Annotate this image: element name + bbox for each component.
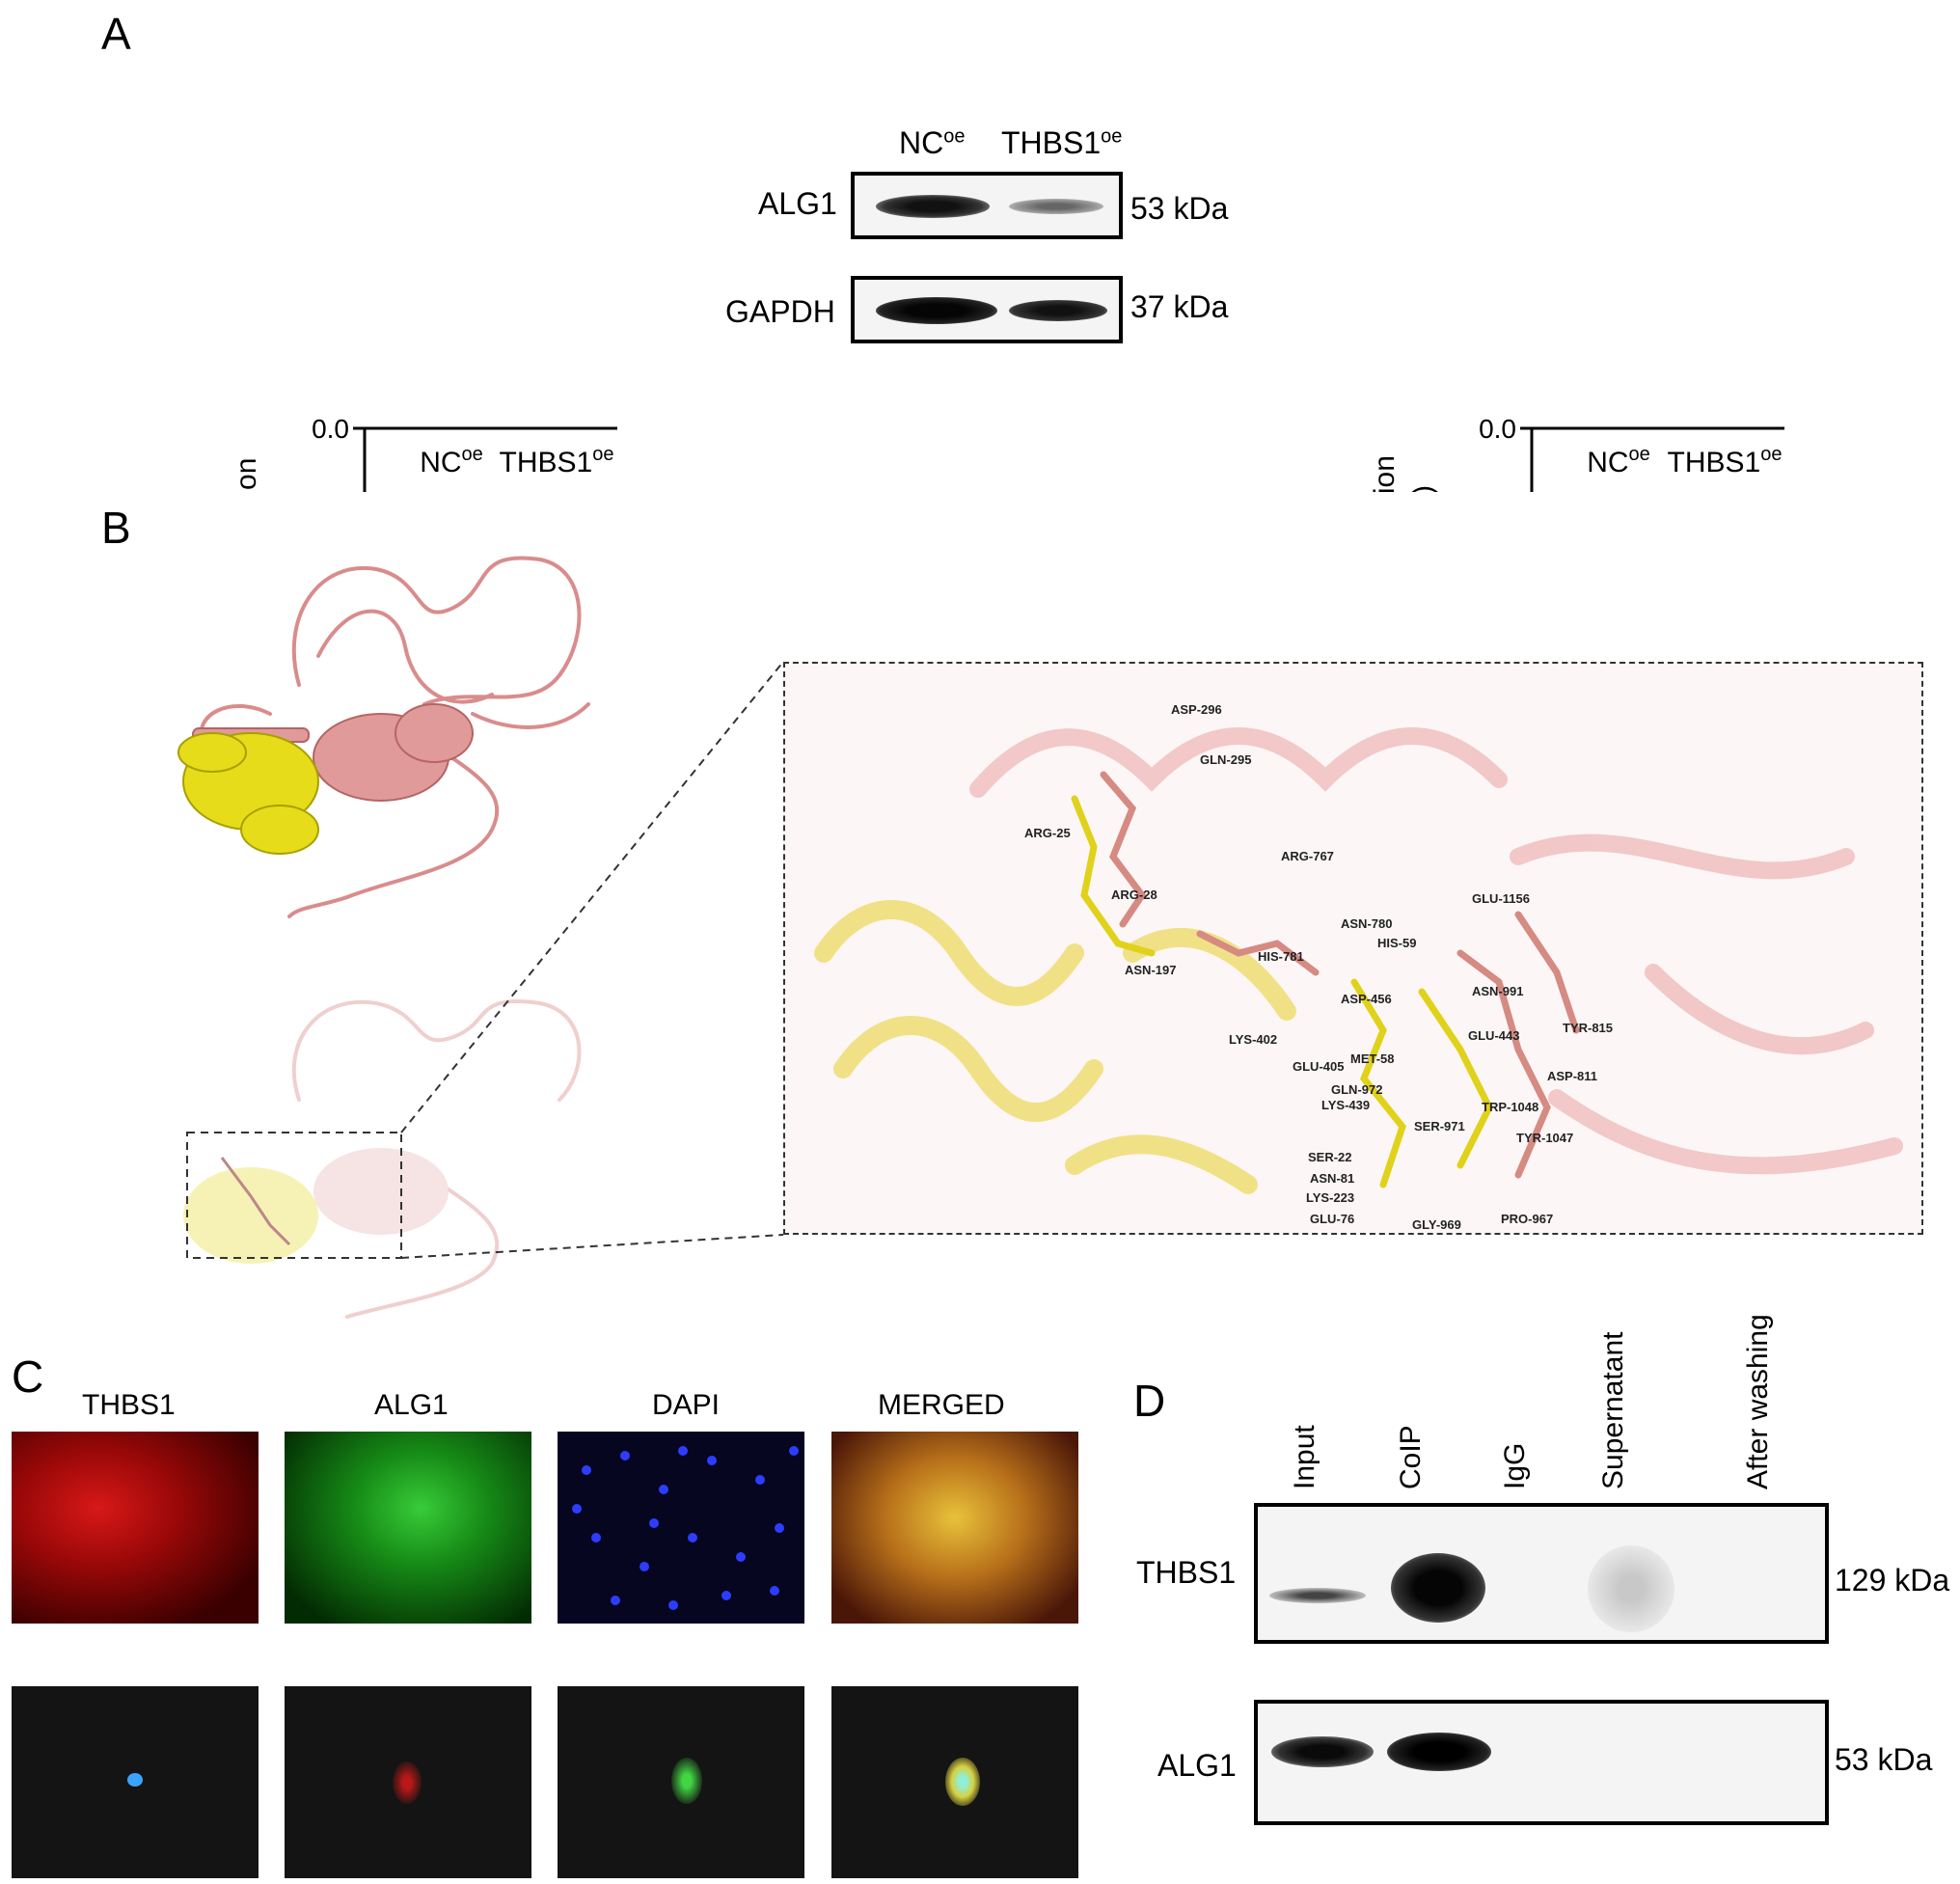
micrograph-merged-bottom — [831, 1686, 1078, 1878]
mrna-bar-chart: 0.00.51.01.5NCoeTHBS1oe***Relative mRNA … — [231, 414, 617, 492]
band — [876, 297, 997, 324]
residue-label: LYS-402 — [1229, 1032, 1278, 1047]
panel-c-header-alg1: ALG1 — [374, 1389, 449, 1421]
lane-label: Supernatant — [1597, 1331, 1629, 1489]
x-tick-label: THBS1oe — [1668, 444, 1783, 478]
y-tick-label: 0.0 — [312, 414, 349, 444]
panel-letter-c: C — [12, 1352, 44, 1402]
coip-row1-size: 129 kDa — [1835, 1563, 1950, 1597]
panel-c-header-dapi: DAPI — [652, 1389, 721, 1421]
residue-label: SER-22 — [1308, 1150, 1352, 1164]
micrograph-merged-top — [831, 1432, 1078, 1624]
cell-spot — [671, 1758, 702, 1804]
micrograph-dapi-top — [558, 1432, 804, 1624]
residue-label: GLU-443 — [1468, 1028, 1520, 1043]
lane-label: Input — [1289, 1425, 1320, 1489]
panel-letter-d: D — [1133, 1376, 1166, 1426]
cell-spot — [127, 1773, 143, 1787]
x-tick-label: NCoe — [420, 444, 483, 478]
micrograph-thbs1-bottom — [12, 1686, 259, 1878]
band — [1269, 1588, 1366, 1603]
residue-label: GLY-969 — [1412, 1217, 1461, 1232]
interface-ribbons — [814, 727, 1903, 1194]
residue-label: PRO-967 — [1501, 1212, 1554, 1226]
protein-bar-chart: 0.00.51.01.5NCoeTHBS1oe***Relative prote… — [1369, 414, 1784, 492]
residue-label: ARG-767 — [1281, 849, 1334, 863]
residue-label: GLN-972 — [1331, 1082, 1383, 1097]
docking-structure-faded — [183, 999, 582, 1319]
residue-label: LYS-223 — [1306, 1190, 1355, 1205]
micrograph-alg1-bottom — [285, 1686, 531, 1878]
panel-c-header-merged: MERGED — [878, 1389, 1005, 1421]
residue-label: ASP-811 — [1547, 1069, 1598, 1083]
x-tick-label: NCoe — [1587, 444, 1650, 478]
residue-label: ASN-780 — [1341, 916, 1393, 931]
blot-a-alg1-membrane — [851, 172, 1123, 239]
residue-label: ARG-28 — [1111, 887, 1157, 902]
x-tick-label: THBS1oe — [500, 444, 614, 478]
y-axis-label: Relative protein expression — [1369, 455, 1401, 492]
blot-a-row2-name: GAPDH — [725, 294, 835, 329]
residue-label: ASP-296 — [1171, 702, 1222, 717]
band — [1271, 1736, 1374, 1767]
residue-label: ASN-81 — [1310, 1171, 1355, 1186]
y-tick-label: 0.0 — [1479, 414, 1516, 444]
nuclei-dots — [572, 1446, 799, 1610]
residue-label: GLN-295 — [1200, 752, 1252, 767]
coip-row2-size: 53 kDa — [1835, 1742, 1933, 1777]
band — [1009, 199, 1103, 214]
cell-spot — [945, 1758, 980, 1806]
coip-row1-name: THBS1 — [1136, 1555, 1237, 1590]
band — [1391, 1553, 1485, 1623]
residue-label: ASN-991 — [1472, 984, 1524, 998]
blot-a-col1-label: NCoe — [899, 125, 966, 160]
residue-label: LYS-439 — [1321, 1098, 1371, 1112]
residue-label: HIS-781 — [1258, 949, 1304, 964]
band — [1009, 300, 1107, 321]
residue-label: HIS-59 — [1377, 936, 1417, 950]
coip-alg1-membrane — [1254, 1700, 1829, 1825]
blot-a-row2-size: 37 kDa — [1130, 289, 1229, 324]
panel-letter-b: B — [101, 503, 131, 553]
band — [1387, 1733, 1491, 1771]
band — [1588, 1545, 1674, 1632]
residue-label: GLU-405 — [1293, 1059, 1345, 1074]
band — [876, 195, 990, 218]
coip-row2-name: ALG1 — [1157, 1748, 1237, 1783]
residue-label: SER-971 — [1414, 1119, 1465, 1133]
blot-a-col2-label: THBS1oe — [1001, 125, 1123, 160]
cell-spot — [393, 1761, 422, 1804]
blot-a-row1-name: ALG1 — [758, 186, 837, 221]
residue-label: GLU-1156 — [1472, 891, 1530, 906]
y-axis-label: Relative mRNA expression — [231, 458, 262, 492]
lane-label: CoIP — [1395, 1425, 1427, 1489]
y-axis-label: of ALG1/GAPDH (fold) — [1407, 485, 1439, 492]
lane-label: After washing — [1742, 1314, 1774, 1489]
panel-c-header-thbs1: THBS1 — [82, 1389, 176, 1421]
panel-letter-a: A — [101, 9, 131, 59]
residue-label: ASN-197 — [1125, 963, 1177, 977]
residue-label: GLU-76 — [1310, 1212, 1355, 1226]
residue-label: TYR-815 — [1563, 1021, 1614, 1035]
blot-a-row1-size: 53 kDa — [1130, 191, 1229, 226]
blot-a-gapdh-membrane — [851, 276, 1123, 343]
docking-structure-full — [177, 556, 590, 918]
residue-label: TYR-1047 — [1516, 1131, 1574, 1145]
micrograph-thbs1-top — [12, 1432, 259, 1624]
coip-thbs1-membrane — [1254, 1503, 1829, 1644]
binding-interface-zoom: ASP-296 GLN-295 ARG-25 ARG-767 ARG-28 GLU-115… — [783, 662, 1923, 1235]
residue-label: MET-58 — [1350, 1051, 1395, 1066]
lane-label: IgG — [1499, 1442, 1531, 1489]
micrograph-dapi-bottom — [558, 1686, 804, 1878]
residue-label: ASP-456 — [1341, 992, 1392, 1006]
residue-label: TRP-1048 — [1482, 1100, 1539, 1114]
micrograph-alg1-top — [285, 1432, 531, 1624]
residue-label: ARG-25 — [1024, 826, 1071, 840]
